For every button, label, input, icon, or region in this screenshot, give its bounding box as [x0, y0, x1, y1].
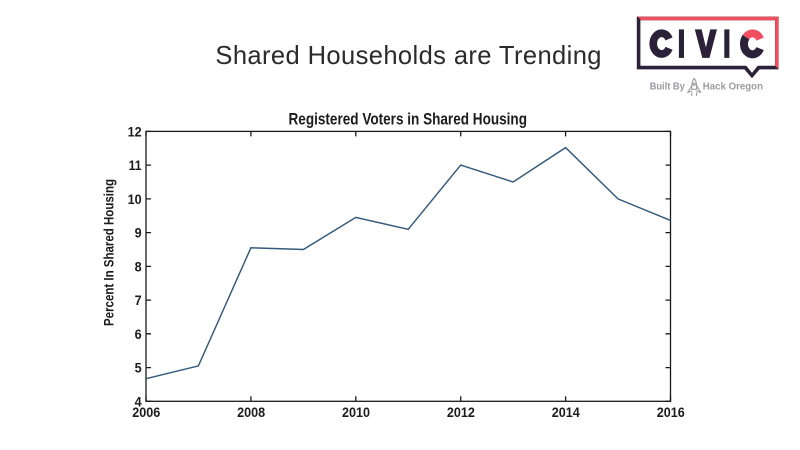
svg-text:5: 5 — [135, 361, 142, 377]
svg-text:10: 10 — [128, 192, 142, 208]
svg-text:Hack Oregon: Hack Oregon — [703, 82, 763, 93]
svg-text:12: 12 — [128, 124, 142, 140]
svg-text:6: 6 — [135, 327, 142, 343]
svg-text:9: 9 — [135, 226, 142, 242]
svg-text:Built By: Built By — [650, 82, 686, 93]
svg-text:2006: 2006 — [132, 405, 160, 421]
svg-text:11: 11 — [129, 158, 142, 174]
svg-text:2014: 2014 — [552, 405, 580, 421]
svg-text:7: 7 — [135, 293, 142, 309]
svg-text:2010: 2010 — [342, 405, 370, 421]
svg-text:Shared Households are Trending: Shared Households are Trending — [215, 40, 602, 70]
svg-text:2016: 2016 — [657, 405, 685, 421]
svg-text:4: 4 — [135, 394, 142, 410]
svg-text:8: 8 — [135, 259, 142, 275]
svg-text:2012: 2012 — [447, 405, 475, 421]
svg-text:Registered Voters in Shared Ho: Registered Voters in Shared Housing — [289, 109, 528, 128]
svg-text:2008: 2008 — [237, 405, 265, 421]
svg-text:Percent In Shared Housing: Percent In Shared Housing — [102, 179, 117, 326]
